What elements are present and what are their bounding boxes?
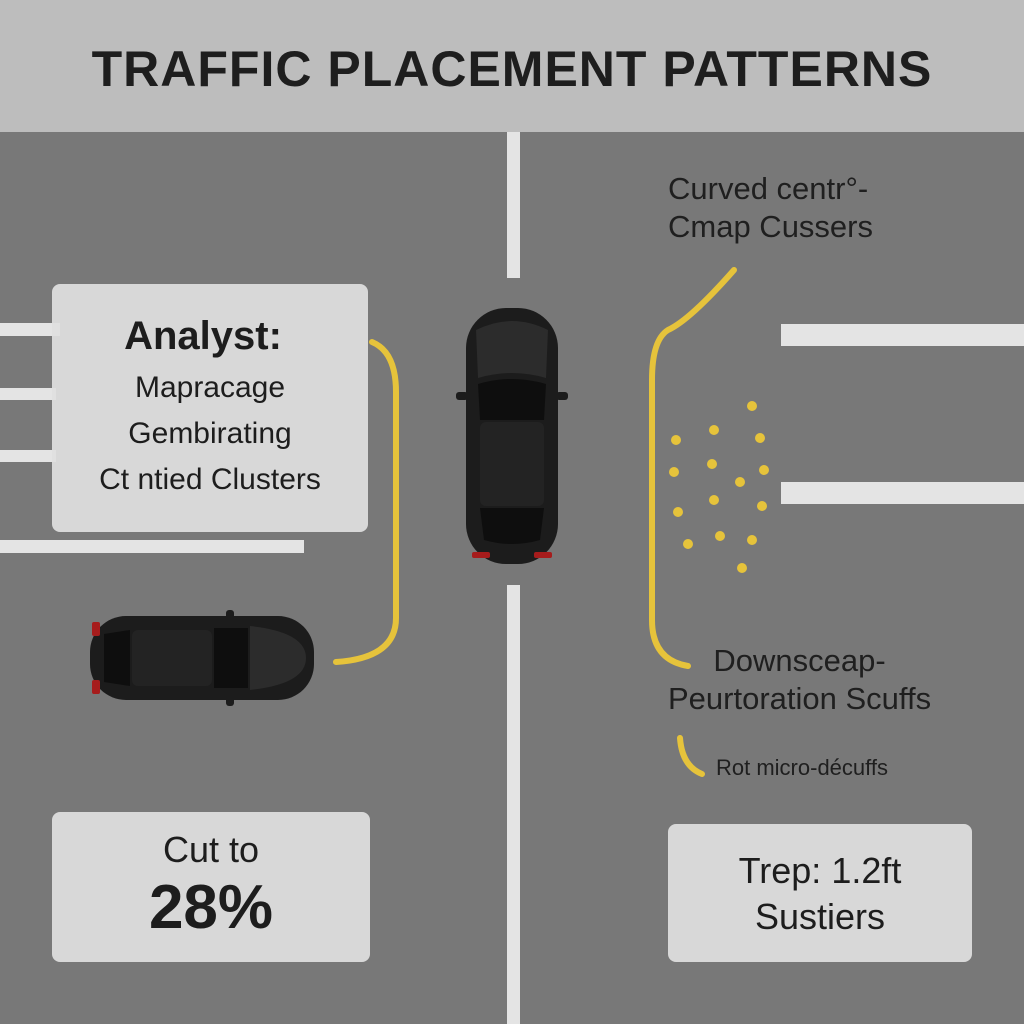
yellow-dot: [715, 531, 725, 541]
yellow-dot: [747, 535, 757, 545]
right-parking-lines: [781, 324, 1024, 504]
car-vertical: [456, 308, 568, 564]
yellow-dot: [735, 477, 745, 487]
trep-line: Sustiers: [754, 896, 886, 937]
left-parking-lines: [0, 323, 304, 553]
car-tail-light: [92, 680, 100, 694]
parking-line: [0, 450, 56, 462]
analyst-line: Gembirating: [128, 417, 292, 450]
yellow-bracket-left: [333, 339, 399, 665]
cut-value: 28%: [148, 873, 274, 942]
parking-line: [781, 482, 1024, 504]
cut-panel: Cut to 28%: [52, 812, 370, 962]
yellow-hook: [677, 735, 705, 777]
yellow-dot: [759, 465, 769, 475]
yellow-dot: [709, 425, 719, 435]
analyst-line: Ct ntied Clusters: [99, 463, 321, 496]
center-lane-divider: [507, 132, 520, 1024]
car-roof: [132, 630, 212, 686]
car-rear-window: [104, 630, 130, 686]
car-mirror: [456, 392, 468, 400]
car-mirror: [556, 392, 568, 400]
car-horizontal: [90, 610, 314, 706]
yellow-dot: [669, 467, 679, 477]
car-roof: [480, 422, 544, 506]
parking-line: [0, 388, 56, 400]
divider-dash: [507, 585, 520, 1024]
yellow-dot-cluster: [669, 401, 769, 573]
page-title: TRAFFIC PLACEMENT PATTERNS: [91, 41, 933, 97]
downscape-label: Downsceap- Peurtoration Scuffs: [668, 642, 931, 718]
rot-label: Rot micro-décuffs: [716, 755, 888, 780]
car-hood: [250, 626, 306, 690]
analyst-line: Mapracage: [134, 371, 286, 404]
car-tail-light: [534, 552, 552, 558]
car-mirror: [226, 696, 234, 706]
parking-line: [0, 323, 60, 336]
car-windshield: [478, 379, 546, 420]
yellow-dot: [747, 401, 757, 411]
parking-line: [781, 324, 1024, 346]
car-windshield: [214, 628, 248, 688]
analyst-heading: Analyst:: [124, 314, 282, 358]
header-band: TRAFFIC PLACEMENT PATTERNS: [0, 0, 1024, 132]
car-rear-window: [480, 508, 544, 544]
car-tail-light: [92, 622, 100, 636]
divider-dash: [507, 132, 520, 278]
downscape-label-line: Downsceap-: [713, 643, 886, 678]
curved-label-line: Curved centr°-: [668, 171, 869, 206]
yellow-dot: [707, 459, 717, 469]
parking-line: [0, 540, 304, 553]
yellow-dot: [755, 433, 765, 443]
downscape-label-line: Peurtoration Scuffs: [668, 681, 932, 716]
trep-panel: Trep: 1.2ft Sustiers: [668, 824, 972, 962]
yellow-dot: [673, 507, 683, 517]
analyst-panel: Analyst: Mapracage Gembirating Ct ntied …: [52, 284, 368, 532]
car-mirror: [226, 610, 234, 620]
yellow-dot: [683, 539, 693, 549]
curved-label-line: Cmap Cussers: [668, 209, 873, 244]
car-tail-light: [472, 552, 490, 558]
cut-label: Cut to: [162, 829, 260, 870]
yellow-dot: [709, 495, 719, 505]
car-hood: [476, 321, 548, 378]
yellow-dot: [671, 435, 681, 445]
trep-line: Trep: 1.2ft: [738, 850, 902, 891]
yellow-dot: [737, 563, 747, 573]
curved-label: Curved centr°- Cmap Cussers: [668, 170, 873, 246]
yellow-dot: [757, 501, 767, 511]
yellow-curve-right: [649, 267, 737, 669]
